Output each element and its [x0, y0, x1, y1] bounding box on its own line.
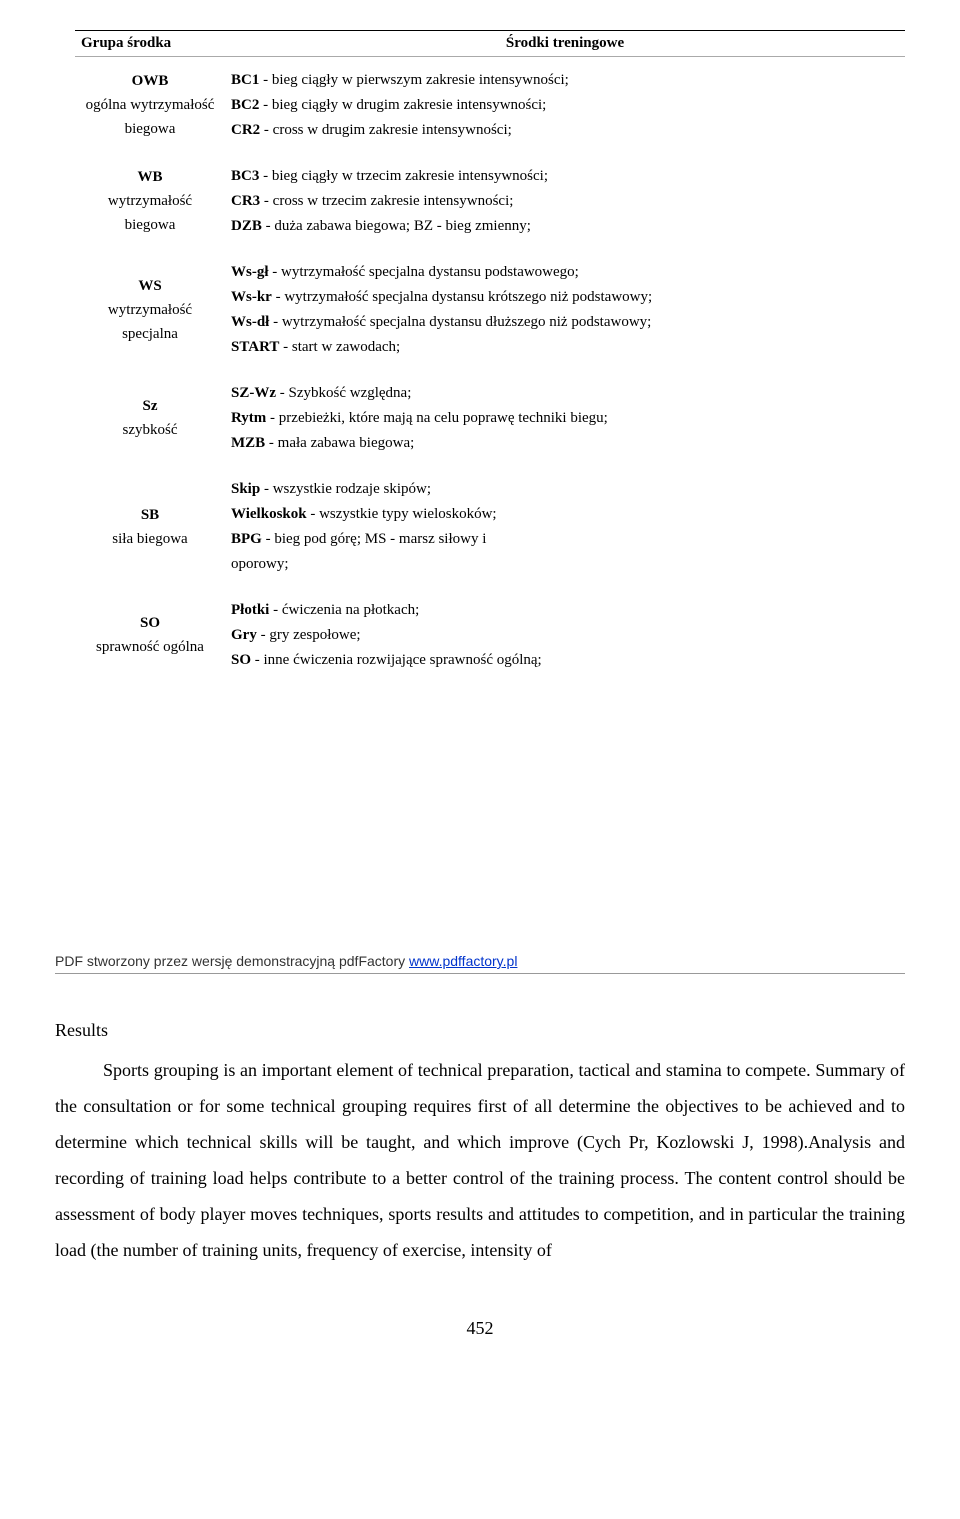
group-abbr: WS: [81, 274, 219, 298]
group-cell: Szszybkość: [75, 370, 225, 466]
definition-line: Gry - gry zespołowe;: [231, 623, 899, 647]
group-label: wytrzymałość biegowa: [81, 189, 219, 237]
table-row: WBwytrzymałość biegowaBC3 - bieg ciągły …: [75, 153, 905, 249]
group-label: szybkość: [81, 418, 219, 442]
means-cell: Ws-gł - wytrzymałość specjalna dystansu …: [225, 249, 905, 370]
definition-line: Rytm - przebieżki, które mają na celu po…: [231, 406, 899, 430]
definition-line: SO - inne ćwiczenia rozwijające sprawnoś…: [231, 648, 899, 672]
definition-line: oporowy;: [231, 552, 899, 576]
pdf-footer: PDF stworzony przez wersję demonstracyjn…: [55, 953, 905, 974]
definition-line: Ws-kr - wytrzymałość specjalna dystansu …: [231, 285, 899, 309]
definition-line: START - start w zawodach;: [231, 335, 899, 359]
means-cell: Płotki - ćwiczenia na płotkach;Gry - gry…: [225, 587, 905, 683]
means-cell: Skip - wszystkie rodzaje skipów;Wielkosk…: [225, 466, 905, 587]
definition-line: Skip - wszystkie rodzaje skipów;: [231, 477, 899, 501]
table-row: SOsprawność ogólnaPłotki - ćwiczenia na …: [75, 587, 905, 683]
definition-line: BC2 - bieg ciągły w drugim zakresie inte…: [231, 93, 899, 117]
col-header-means: Środki treningowe: [225, 31, 905, 57]
group-abbr: WB: [81, 165, 219, 189]
group-abbr: OWB: [81, 69, 219, 93]
means-cell: BC1 - bieg ciągły w pierwszym zakresie i…: [225, 57, 905, 154]
body-text: Results Sports grouping is an important …: [0, 982, 960, 1288]
definition-line: Ws-dł - wytrzymałość specjalna dystansu …: [231, 310, 899, 334]
section-paragraph: Sports grouping is an important element …: [55, 1052, 905, 1268]
group-label: ogólna wytrzymałość biegowa: [81, 93, 219, 141]
group-cell: SBsiła biegowa: [75, 466, 225, 587]
group-cell: OWBogólna wytrzymałość biegowa: [75, 57, 225, 154]
definition-line: Płotki - ćwiczenia na płotkach;: [231, 598, 899, 622]
means-cell: SZ-Wz - Szybkość względna;Rytm - przebie…: [225, 370, 905, 466]
means-cell: BC3 - bieg ciągły w trzecim zakresie int…: [225, 153, 905, 249]
group-cell: WBwytrzymałość biegowa: [75, 153, 225, 249]
col-header-group: Grupa środka: [75, 31, 225, 57]
group-cell: SOsprawność ogólna: [75, 587, 225, 683]
definition-line: MZB - mała zabawa biegowa;: [231, 431, 899, 455]
section-heading: Results: [55, 1012, 905, 1048]
definition-line: Ws-gł - wytrzymałość specjalna dystansu …: [231, 260, 899, 284]
table-row: OWBogólna wytrzymałość biegowaBC1 - bieg…: [75, 57, 905, 154]
group-label: wytrzymałość specjalna: [81, 298, 219, 346]
group-label: siła biegowa: [81, 527, 219, 551]
group-abbr: SB: [81, 503, 219, 527]
definition-line: BPG - bieg pod górę; MS - marsz siłowy i: [231, 527, 899, 551]
group-label: sprawność ogólna: [81, 635, 219, 659]
group-abbr: Sz: [81, 394, 219, 418]
footer-link[interactable]: www.pdffactory.pl: [409, 953, 517, 969]
training-table: Grupa środka Środki treningowe OWBogólna…: [75, 30, 905, 683]
table-row: SBsiła biegowaSkip - wszystkie rodzaje s…: [75, 466, 905, 587]
group-cell: WSwytrzymałość specjalna: [75, 249, 225, 370]
group-abbr: SO: [81, 611, 219, 635]
table-row: SzszybkośćSZ-Wz - Szybkość względna;Rytm…: [75, 370, 905, 466]
definition-line: CR3 - cross w trzecim zakresie intensywn…: [231, 189, 899, 213]
definition-line: CR2 - cross w drugim zakresie intensywno…: [231, 118, 899, 142]
page-number: 452: [0, 1288, 960, 1369]
definition-line: BC3 - bieg ciągły w trzecim zakresie int…: [231, 164, 899, 188]
definition-line: DZB - duża zabawa biegowa; BZ - bieg zmi…: [231, 214, 899, 238]
training-table-container: Grupa środka Środki treningowe OWBogólna…: [0, 0, 960, 693]
definition-line: BC1 - bieg ciągły w pierwszym zakresie i…: [231, 68, 899, 92]
table-row: WSwytrzymałość specjalnaWs-gł - wytrzyma…: [75, 249, 905, 370]
footer-prefix: PDF stworzony przez wersję demonstracyjn…: [55, 953, 409, 969]
definition-line: Wielkoskok - wszystkie typy wieloskoków;: [231, 502, 899, 526]
definition-line: SZ-Wz - Szybkość względna;: [231, 381, 899, 405]
